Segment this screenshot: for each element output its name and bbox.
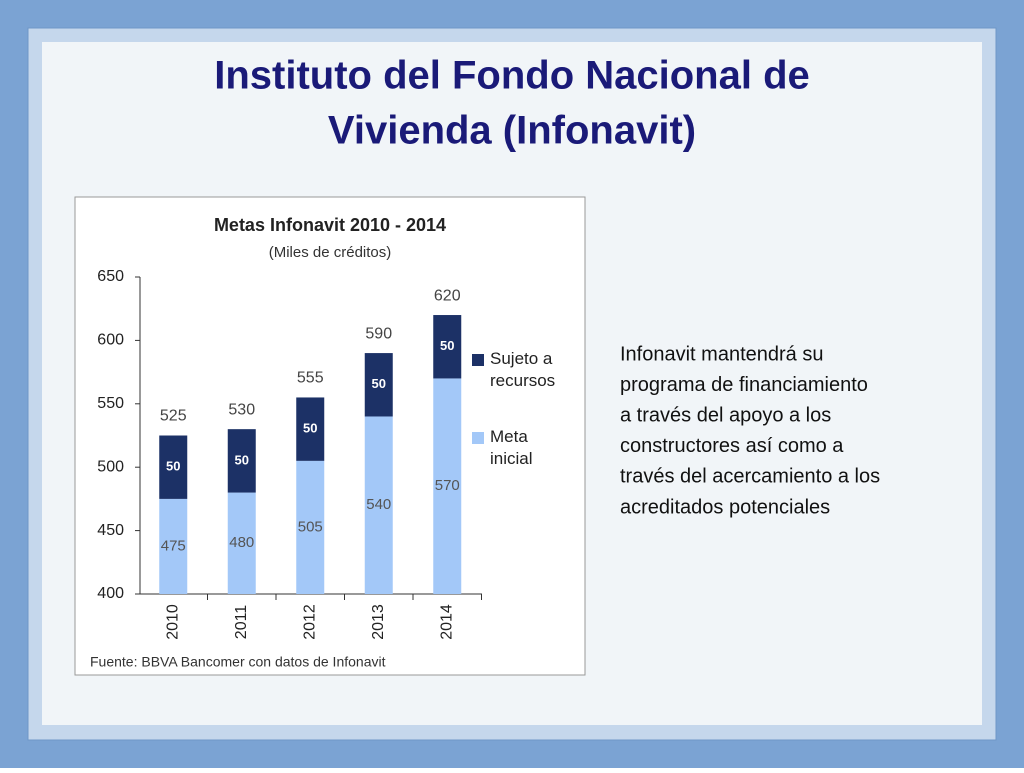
y-tick-label: 650: [97, 268, 124, 285]
y-tick-label: 450: [97, 522, 124, 539]
x-tick-label: 2011: [233, 605, 250, 640]
body-line: constructores así como a: [620, 435, 844, 457]
value-label: 570: [435, 477, 460, 494]
bar-segment: [159, 435, 188, 499]
chart-subtitle: (Miles de créditos): [269, 244, 392, 261]
legend-swatch: [472, 432, 484, 444]
bar-segment: [296, 460, 325, 594]
y-tick-label: 550: [97, 395, 124, 412]
plot: 400 450 500 550 600 650 475 50 525 2010 480 50 530 20…: [97, 268, 555, 640]
value-label: 50: [303, 421, 317, 436]
x-tick-label: 2010: [164, 604, 181, 640]
x-tick-label: 2012: [301, 604, 318, 640]
y-tick-label: 400: [97, 585, 124, 602]
total-label: 530: [228, 401, 255, 418]
bar-segment: [433, 315, 462, 379]
value-label: 50: [440, 338, 454, 353]
total-label: 555: [297, 370, 324, 387]
value-label: 480: [229, 534, 254, 551]
body-line: acreditados potenciales: [620, 496, 830, 518]
bar-segment: [159, 498, 188, 594]
bar-segment: [364, 353, 393, 417]
x-tick-label: 2013: [370, 604, 387, 640]
value-label: 540: [366, 496, 391, 513]
source: Fuente: BBVA Bancomer con datos de Infon…: [90, 654, 386, 670]
slide-title: Vivienda (Infonavit): [328, 109, 696, 153]
value-label: 50: [166, 459, 180, 474]
total-label: 590: [365, 325, 392, 342]
bar-segment: [227, 429, 256, 493]
bar-segment: [296, 397, 325, 461]
total-label: 525: [160, 408, 187, 425]
total-label: 620: [434, 287, 461, 304]
y-tick-label: 600: [97, 332, 124, 349]
value-label: 475: [161, 537, 186, 554]
value-label: 50: [372, 376, 386, 391]
chart-title: Metas Infonavit 2010 - 2014: [214, 215, 446, 235]
legend-label: Sujeto a recursos: [490, 349, 555, 390]
legend-label: Meta inicial: [490, 427, 533, 468]
body-line: a través del apoyo a los: [620, 404, 831, 426]
body-line: través del acercamiento a los: [620, 466, 880, 488]
body-line: Infonavit mantendrá su: [620, 343, 823, 365]
legend-swatch: [472, 354, 484, 366]
bar-segment: [227, 492, 256, 594]
y-tick-label: 500: [97, 458, 124, 475]
body-line: programa de financiamiento: [620, 374, 868, 396]
value-label: 50: [235, 452, 249, 467]
value-label: 505: [298, 518, 323, 535]
body-text: Infonavit mantendrá su programa de financ…: [620, 343, 880, 518]
bar-segment: [364, 416, 393, 594]
bar-segment: [433, 378, 462, 594]
x-tick-label: 2014: [438, 604, 455, 640]
slide-title: Instituto del Fondo Nacional de: [214, 54, 810, 98]
